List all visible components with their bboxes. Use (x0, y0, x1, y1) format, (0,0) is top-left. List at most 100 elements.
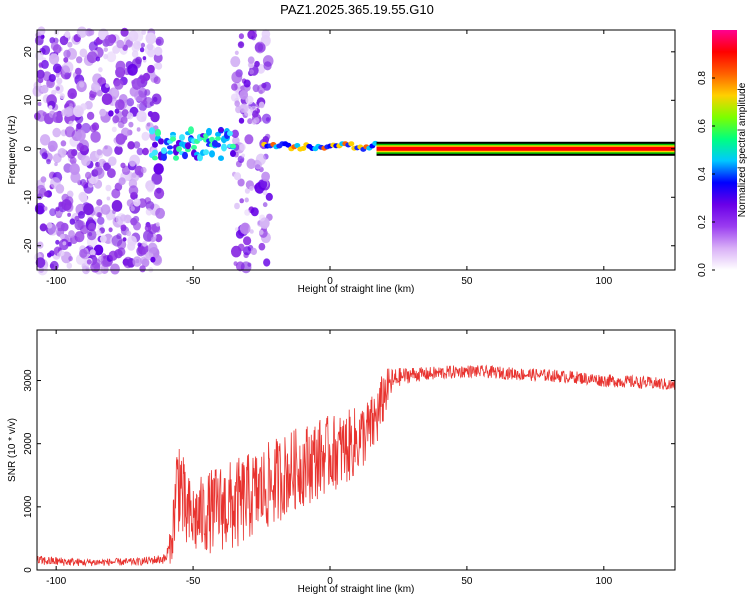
spectrogram-point (239, 198, 244, 204)
snr-y-tick-label: 3000 (23, 369, 34, 392)
colorbar-tick-label: 0.2 (697, 215, 708, 229)
spectrogram-point (96, 149, 103, 156)
spectrogram-point (39, 223, 47, 232)
spectrogram-point (234, 202, 240, 210)
spectrogram-point (126, 112, 134, 120)
spectrogram-point (114, 249, 123, 259)
spectrogram-point (88, 222, 96, 232)
spectrogram-point (142, 240, 148, 247)
spectrogram-point (108, 110, 114, 117)
spectrogram-point (62, 241, 67, 246)
spectrogram-point (53, 37, 59, 44)
spectrogram-point (234, 227, 239, 232)
spectrogram-point (231, 83, 238, 91)
spectrogram-point (67, 149, 76, 159)
spectrogram-point (231, 71, 243, 84)
spectrogram-point (244, 188, 250, 194)
spectrogram-point (108, 156, 117, 166)
spectrogram-signal-blob (167, 145, 173, 150)
spectrogram-point (61, 199, 72, 211)
spectrogram-point (250, 207, 259, 217)
spectrogram-point (142, 147, 149, 156)
spectrogram-point (140, 256, 147, 265)
spectrogram-point (59, 35, 69, 46)
spectrogram-signal-blob (227, 130, 233, 137)
spectrogram-point (153, 163, 164, 175)
spectrogram-point (105, 184, 112, 192)
spectrogram-signal-band (149, 126, 675, 162)
spectrogram-x-tick-label: 100 (595, 276, 612, 287)
spectrogram-point (233, 261, 238, 266)
spectrogram-point (253, 117, 260, 124)
spectrogram-point (97, 216, 105, 225)
spectrogram-point (116, 233, 122, 240)
spectrogram-point (142, 56, 147, 61)
spectrogram-point (263, 258, 271, 267)
spectrogram-point (259, 229, 264, 235)
spectrogram-signal-blob (197, 153, 203, 162)
spectrogram-point (114, 145, 123, 155)
spectrogram-point (237, 41, 245, 49)
spectrogram-point (64, 126, 75, 138)
spectrogram-point (126, 199, 134, 207)
spectrogram-signal-blob (173, 155, 179, 161)
spectrogram-point (69, 103, 73, 108)
spectrogram-point (35, 205, 44, 215)
spectrogram-point (130, 217, 138, 226)
spectrogram-point (238, 117, 245, 124)
spectrogram-point (121, 165, 131, 175)
spectrogram-point (237, 155, 245, 163)
spectrogram-signal-blob (188, 126, 194, 135)
spectrogram-point (52, 153, 62, 164)
spectrogram-point (69, 218, 76, 225)
spectrogram-signal-blob (230, 143, 236, 149)
spectrogram-point (244, 209, 251, 216)
spectrogram-point (74, 231, 85, 243)
spectrogram-point (261, 113, 272, 124)
spectrogram-x-tick-label: 50 (461, 276, 473, 287)
spectrogram-point (59, 233, 65, 240)
spectrogram-point (110, 263, 120, 275)
spectrogram-point (66, 262, 73, 269)
spectrogram-y-label: Frequency (Hz) (7, 116, 18, 185)
spectrogram-point (127, 63, 138, 76)
spectrogram-signal-blob (167, 150, 173, 155)
spectrogram-point (135, 56, 143, 65)
spectrogram-point (247, 118, 253, 125)
spectrogram-point (39, 134, 51, 146)
spectrogram-point (87, 181, 94, 188)
spectrogram-point (56, 77, 63, 85)
spectrogram-point (43, 206, 48, 211)
spectrogram-point (243, 79, 251, 88)
spectrogram-point (120, 116, 128, 124)
spectrogram-point (146, 185, 154, 193)
spectrogram-point (239, 90, 249, 100)
spectrogram-signal-blob (158, 138, 164, 145)
spectrogram-signal-blob (155, 129, 161, 137)
spectrogram-point (76, 143, 85, 152)
spectrogram-point (128, 30, 139, 42)
spectrogram-point (111, 88, 119, 96)
spectrogram-point (39, 148, 47, 157)
spectrogram-point (122, 135, 128, 141)
spectrogram-point (126, 98, 135, 107)
colorbar-tick-label: 0.6 (697, 119, 708, 133)
spectrogram-point (241, 153, 245, 158)
snr-panel: -100 -50 0 50 100 0 1000 2000 3000 Height of st… (7, 329, 676, 595)
spectrogram-point (67, 212, 71, 217)
spectrogram-point (265, 192, 273, 201)
spectrogram-point (131, 50, 139, 58)
spectrogram-point (75, 129, 86, 142)
spectrogram-point (49, 250, 55, 257)
spectrogram-point (111, 200, 123, 212)
spectrogram-point (86, 51, 98, 64)
spectrogram-point (68, 256, 73, 262)
spectrogram-point (128, 185, 139, 196)
spectrogram-point (47, 140, 58, 152)
spectrogram-point (262, 202, 268, 208)
snr-y-tick-label: 1000 (23, 495, 34, 518)
spectrogram-point (101, 93, 113, 105)
spectrogram-point (64, 31, 71, 38)
spectrogram-point (44, 191, 49, 197)
